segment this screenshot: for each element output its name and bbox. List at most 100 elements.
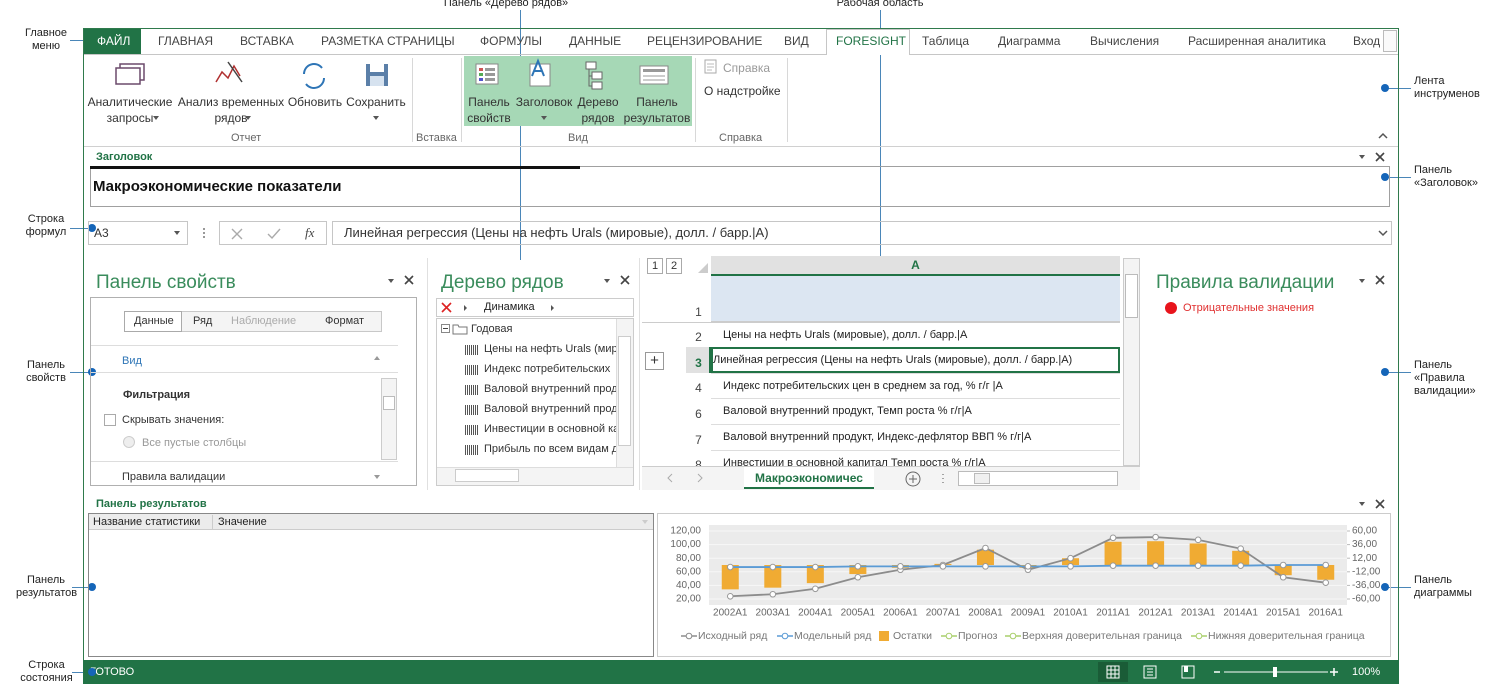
sheet-icons[interactable] <box>905 471 957 487</box>
checkbox[interactable] <box>104 414 116 426</box>
dropdown-arrow <box>174 231 180 235</box>
hscrollbar[interactable] <box>958 471 1118 486</box>
menu-tab[interactable]: ДАННЫЕ <box>569 34 622 48</box>
collapse-ribbon[interactable] <box>1377 132 1389 140</box>
section-header[interactable]: Вид <box>122 355 142 367</box>
column-divider <box>212 515 213 529</box>
formula-text: Линейная регрессия (Цены на нефть Urals … <box>344 225 769 240</box>
ribbon-button[interactable]: Справка <box>723 61 771 75</box>
cell-text[interactable]: Индекс потребительских цен в среднем за … <box>723 380 1003 392</box>
file-tab-bg[interactable] <box>84 29 141 54</box>
tree-node[interactable]: Валовой внутренний прод <box>484 403 618 415</box>
cell-text[interactable]: Линейная регрессия (Цены на нефть Urals … <box>713 354 1073 366</box>
point <box>1194 562 1202 569</box>
menu-tab[interactable]: ФОРМУЛЫ <box>480 34 543 48</box>
y2-tick-label: 12,00 <box>1352 553 1377 564</box>
expand[interactable] <box>373 474 381 480</box>
panel-close[interactable] <box>1374 274 1386 286</box>
ribbon-button[interactable]: Заголовок <box>515 95 573 109</box>
panel-header: Панель результатов <box>96 498 207 510</box>
menu-tab[interactable]: Расширенная аналитика <box>1188 34 1326 48</box>
scroll-thumb[interactable] <box>383 396 395 410</box>
ribbon-button[interactable]: Дерево рядов <box>577 95 619 125</box>
menu-tab[interactable]: РЕЦЕНЗИРОВАНИЕ <box>647 34 763 48</box>
outline-expand[interactable]: + <box>645 352 664 370</box>
tree-node[interactable]: Годовая <box>471 323 513 335</box>
tree-node[interactable]: Инвестиции в основной ка <box>484 423 620 435</box>
tree-node[interactable]: Цены на нефть Urals (миро <box>484 343 624 355</box>
tree-node[interactable]: Индекс потребительских <box>484 363 611 375</box>
y-tick-label: 100,00 <box>670 539 701 550</box>
cell-text[interactable]: Валовой внутренний продукт, Темп роста %… <box>723 405 972 417</box>
property-tab[interactable]: Формат <box>325 315 365 327</box>
tree-node[interactable]: Прибыль по всем видам д <box>484 443 619 455</box>
formula-box[interactable] <box>332 221 1392 245</box>
expand-formula[interactable] <box>1377 228 1389 238</box>
group-label: Справка <box>719 132 763 144</box>
property-tab[interactable]: Данные <box>134 315 174 327</box>
menu-tab[interactable]: FORESIGHT <box>836 34 907 48</box>
ribbon-button[interactable]: О надстройке <box>704 84 781 98</box>
menu-tab[interactable]: ГЛАВНАЯ <box>158 34 214 48</box>
bar <box>1062 558 1080 565</box>
sheet-tab-bg[interactable] <box>744 467 874 489</box>
scroll-thumb[interactable] <box>618 336 631 446</box>
tab-line <box>84 54 826 55</box>
panel-menu[interactable] <box>1359 279 1365 283</box>
sheet-nav[interactable] <box>666 473 706 483</box>
sheet-tab[interactable]: Макроэкономичес <box>755 471 863 485</box>
panel-menu[interactable] <box>604 279 610 283</box>
ribbon-button[interactable]: Панель свойств <box>467 95 511 125</box>
panel-close[interactable] <box>619 274 631 286</box>
tree-root-icons <box>441 324 468 335</box>
cell-text[interactable]: Инвестиции в основной капитал Темп роста… <box>723 457 986 466</box>
menu-tab[interactable]: ВСТАВКА <box>240 34 294 48</box>
ribbon-button[interactable]: Аналитические запросы <box>87 95 173 125</box>
function-icon[interactable]: fx <box>305 225 315 240</box>
ribbon-button[interactable]: Сохранить <box>346 95 406 109</box>
grip <box>203 228 205 238</box>
cell-text[interactable]: Валовой внутренний продукт, Индекс-дефля… <box>723 431 1032 443</box>
menu-tab[interactable]: Таблица <box>922 34 970 48</box>
property-tab[interactable]: Ряд <box>193 315 213 327</box>
panel-menu[interactable] <box>388 279 394 283</box>
name-box[interactable] <box>88 221 188 245</box>
cell-text[interactable]: Цены на нефть Urals (мировые), долл. / б… <box>723 329 968 341</box>
menu-tab[interactable]: ФАЙЛ <box>97 34 131 48</box>
callout-dot <box>1381 368 1389 376</box>
panel-close[interactable] <box>403 274 415 286</box>
tree-node[interactable]: Валовой внутренний прод <box>484 383 618 395</box>
menu-tab[interactable]: Диаграмма <box>998 34 1061 48</box>
panel-menu[interactable] <box>1359 502 1365 506</box>
tab-scroll[interactable] <box>1383 30 1397 52</box>
tree-filter[interactable]: Динамика <box>484 301 535 313</box>
outline-level[interactable]: 1 <box>647 258 663 274</box>
column-menu[interactable] <box>642 520 648 524</box>
collapse[interactable] <box>373 355 381 361</box>
column-header[interactable]: A <box>711 256 1120 276</box>
scroll-thumb[interactable] <box>1125 274 1138 318</box>
scroll-thumb[interactable] <box>455 469 519 482</box>
menu-tab[interactable]: Вычисления <box>1090 34 1160 48</box>
scrollbar[interactable] <box>381 378 397 460</box>
view-controls[interactable] <box>1098 662 1348 682</box>
radio[interactable] <box>123 436 135 448</box>
section-header[interactable]: Правила валидации <box>122 471 226 483</box>
menu-tab[interactable]: Вход <box>1353 34 1381 48</box>
bar <box>1147 541 1165 565</box>
validation-rule[interactable]: Отрицательные значения <box>1183 302 1315 314</box>
outline-level[interactable]: 2 <box>666 258 682 274</box>
ribbon-button[interactable]: Обновить <box>287 95 343 109</box>
ribbon-button[interactable]: Анализ временных рядов <box>177 95 285 125</box>
panel-menu[interactable] <box>1359 155 1365 159</box>
splitter <box>639 258 640 490</box>
zoom-level[interactable]: 100% <box>1352 666 1381 678</box>
property-tab[interactable]: Наблюдение <box>231 315 297 327</box>
menu-tab[interactable]: ВИД <box>784 34 809 48</box>
panel-close[interactable] <box>1374 498 1386 510</box>
panel-close[interactable] <box>1374 151 1386 163</box>
scroll-thumb[interactable] <box>974 473 990 484</box>
select-all[interactable] <box>697 262 709 274</box>
menu-tab[interactable]: РАЗМЕТКА СТРАНИЦЫ <box>321 34 455 48</box>
ribbon-button[interactable]: Панель результатов <box>623 95 691 125</box>
